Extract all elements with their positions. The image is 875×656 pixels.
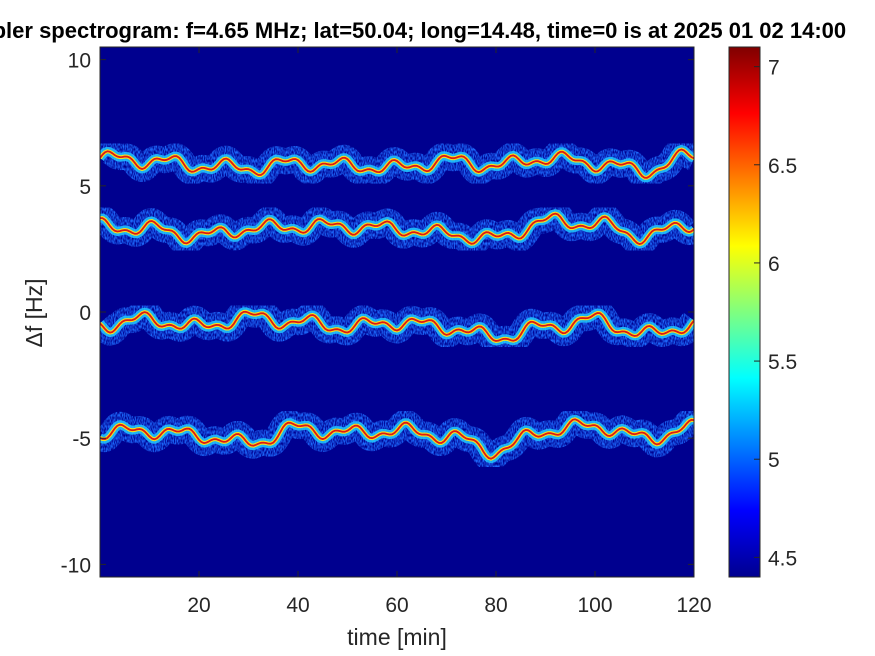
x-tick-label: 80 [484,594,507,617]
x-tick-label: 20 [187,594,210,617]
x-axis: 20 40 60 80 100 120 [187,47,712,617]
x-tick-label: 40 [286,594,309,617]
colorbar [728,46,761,578]
colorbar-ticks: 4.5 5 5.5 6 6.5 7 [754,57,797,570]
x-tick-label: 100 [577,594,612,617]
trace-band [100,200,694,258]
y-tick-label: 5 [79,176,91,199]
y-axis-label: Δf [Hz] [21,278,47,347]
trace-layer [100,136,694,472]
y-tick-label: -10 [61,554,91,577]
colorbar-tick-label: 6 [768,253,780,276]
x-tick-label: 120 [676,594,711,617]
trace-core [100,418,694,460]
trace-core [100,212,694,245]
y-axis: 10 5 0 -5 -10 [61,50,694,577]
trace-core [100,310,694,342]
trace-band [100,406,694,472]
trace-core [100,148,694,179]
y-tick-label: 0 [79,302,91,325]
x-tick-label: 60 [385,594,408,617]
colorbar-tick-label: 4.5 [768,547,797,570]
colorbar-tick-label: 7 [768,57,780,80]
chart-title: Doppler spectrogram: f=4.65 MHz; lat=50.… [0,18,846,43]
colorbar-tick-label: 5 [768,449,780,472]
colorbar-tick-label: 5.5 [768,351,797,374]
trace-band [100,298,694,354]
colorbar-tick-label: 6.5 [768,155,797,178]
trace-band [100,136,694,191]
x-axis-label: time [min] [347,624,447,650]
y-tick-label: -5 [72,428,91,451]
y-tick-label: 10 [68,50,91,73]
